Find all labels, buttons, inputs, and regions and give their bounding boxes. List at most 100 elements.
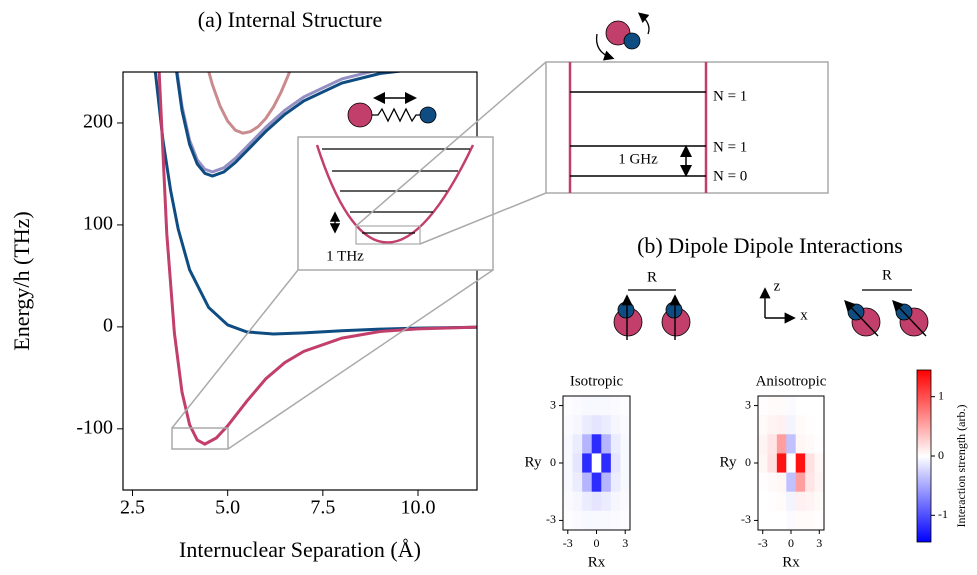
heat-cell <box>610 434 621 454</box>
label: x <box>800 307 808 323</box>
heat-cell <box>610 510 621 531</box>
heatmap-anisotropic: Anisotropic Rx Ry -3 0 3 -3 0 3 <box>720 373 827 570</box>
heat-cell <box>758 510 768 531</box>
heat-cell <box>601 472 612 493</box>
heat-cell <box>767 415 778 435</box>
x-tick-label: -3 <box>758 536 768 550</box>
panel-title: (b) Dipole Dipole Interactions <box>637 233 903 258</box>
heat-cell <box>758 472 768 493</box>
heat-cell <box>572 434 583 454</box>
heat-cell <box>776 396 787 416</box>
heat-cell <box>814 491 825 512</box>
heat-cell <box>563 510 573 531</box>
colorbar-title: Interaction strength (arb.) <box>954 405 968 528</box>
x-tick-label: 7.5 <box>310 497 335 519</box>
x-axis-title: Internuclear Separation (Å) <box>179 537 421 562</box>
heat-cell <box>767 434 778 454</box>
y-tick-label: 200 <box>83 111 113 133</box>
y-tick-label: 0 <box>550 455 556 469</box>
x-axis-title: Rx <box>782 554 800 570</box>
heat-cell <box>591 434 602 454</box>
heat-cell <box>786 491 797 512</box>
y-tick-label: 0 <box>103 314 113 336</box>
heat-cell <box>582 510 593 531</box>
heat-cell <box>795 472 806 493</box>
inset-well <box>297 61 547 271</box>
heat-cell <box>591 415 602 435</box>
heat-cell <box>601 434 612 454</box>
heat-cell <box>572 510 583 531</box>
heat-cell <box>805 491 815 512</box>
heat-cell <box>786 434 797 454</box>
heatmap-title: Isotropic <box>570 373 624 389</box>
heat-cell <box>795 396 806 416</box>
heat-cell <box>814 472 825 493</box>
heat-cell <box>620 472 631 493</box>
y-tick-label: -3 <box>741 512 751 526</box>
heat-cell <box>795 453 806 473</box>
potential-curve <box>153 72 477 336</box>
heat-cell <box>591 472 602 493</box>
main-plot: 2.5 5.0 7.5 10.0 -100 0 100 200 <box>76 71 478 519</box>
dipole-diagram <box>613 287 929 340</box>
colorbar-scale <box>916 369 932 543</box>
heat-cell <box>620 510 631 531</box>
heat-cell <box>620 415 631 435</box>
x-tick-label: 0 <box>594 536 600 550</box>
label: R <box>882 267 892 283</box>
heat-cell <box>776 453 787 473</box>
heat-cell <box>582 415 593 435</box>
heat-cell <box>591 453 602 473</box>
heat-cell <box>776 510 787 531</box>
colorbar: -1 0 1 Interaction strength (arb.) <box>916 369 968 543</box>
heat-cell <box>767 453 778 473</box>
heat-cell <box>610 491 621 512</box>
x-tick-label: 3 <box>816 536 822 550</box>
y-tick-label: 100 <box>83 213 113 235</box>
heat-cell <box>572 396 583 416</box>
heat-cell <box>601 415 612 435</box>
heat-cell <box>776 472 787 493</box>
heat-cell <box>601 510 612 531</box>
heat-cell <box>620 434 631 454</box>
heat-cell <box>814 510 825 531</box>
heat-cell <box>572 415 583 435</box>
y-axis-title: Ry <box>525 454 542 470</box>
heat-cell <box>805 510 815 531</box>
x-tick-label: 10.0 <box>401 497 436 519</box>
heat-cell <box>610 396 621 416</box>
heat-cell <box>814 396 825 416</box>
heat-cell <box>563 453 573 473</box>
heat-cell <box>563 415 573 435</box>
annotation: N = 0 <box>713 168 747 184</box>
zoom-indicator <box>171 269 494 450</box>
plot-lines <box>153 72 477 446</box>
heat-cell <box>572 491 583 512</box>
potential-curve <box>175 72 406 178</box>
heat-cell <box>767 510 778 531</box>
label: z <box>774 278 781 294</box>
heat-cell <box>767 396 778 416</box>
heat-cell <box>601 491 612 512</box>
heat-cell <box>620 453 631 473</box>
heat-cell <box>758 453 768 473</box>
heat-cell <box>786 510 797 531</box>
heat-cell <box>591 396 602 416</box>
heat-cell <box>767 472 778 493</box>
heat-cell <box>758 491 768 512</box>
x-tick-label: 2.5 <box>120 497 145 519</box>
heat-cell <box>795 434 806 454</box>
heat-cell <box>582 491 593 512</box>
y-tick-label: -100 <box>76 416 113 438</box>
heat-cell <box>563 434 573 454</box>
heat-cell <box>582 434 593 454</box>
potential-curve <box>207 72 292 135</box>
x-tick-label: 0 <box>788 536 794 550</box>
y-tick-label: 3 <box>745 397 751 411</box>
y-tick-label: -3 <box>546 512 556 526</box>
chart-title: (a) Internal Structure <box>198 7 382 32</box>
heat-cell <box>776 434 787 454</box>
colorbar-tick-label: 1 <box>938 388 944 402</box>
colorbar-tick-label: -1 <box>938 507 948 521</box>
y-axis-title: Ry <box>720 454 737 470</box>
